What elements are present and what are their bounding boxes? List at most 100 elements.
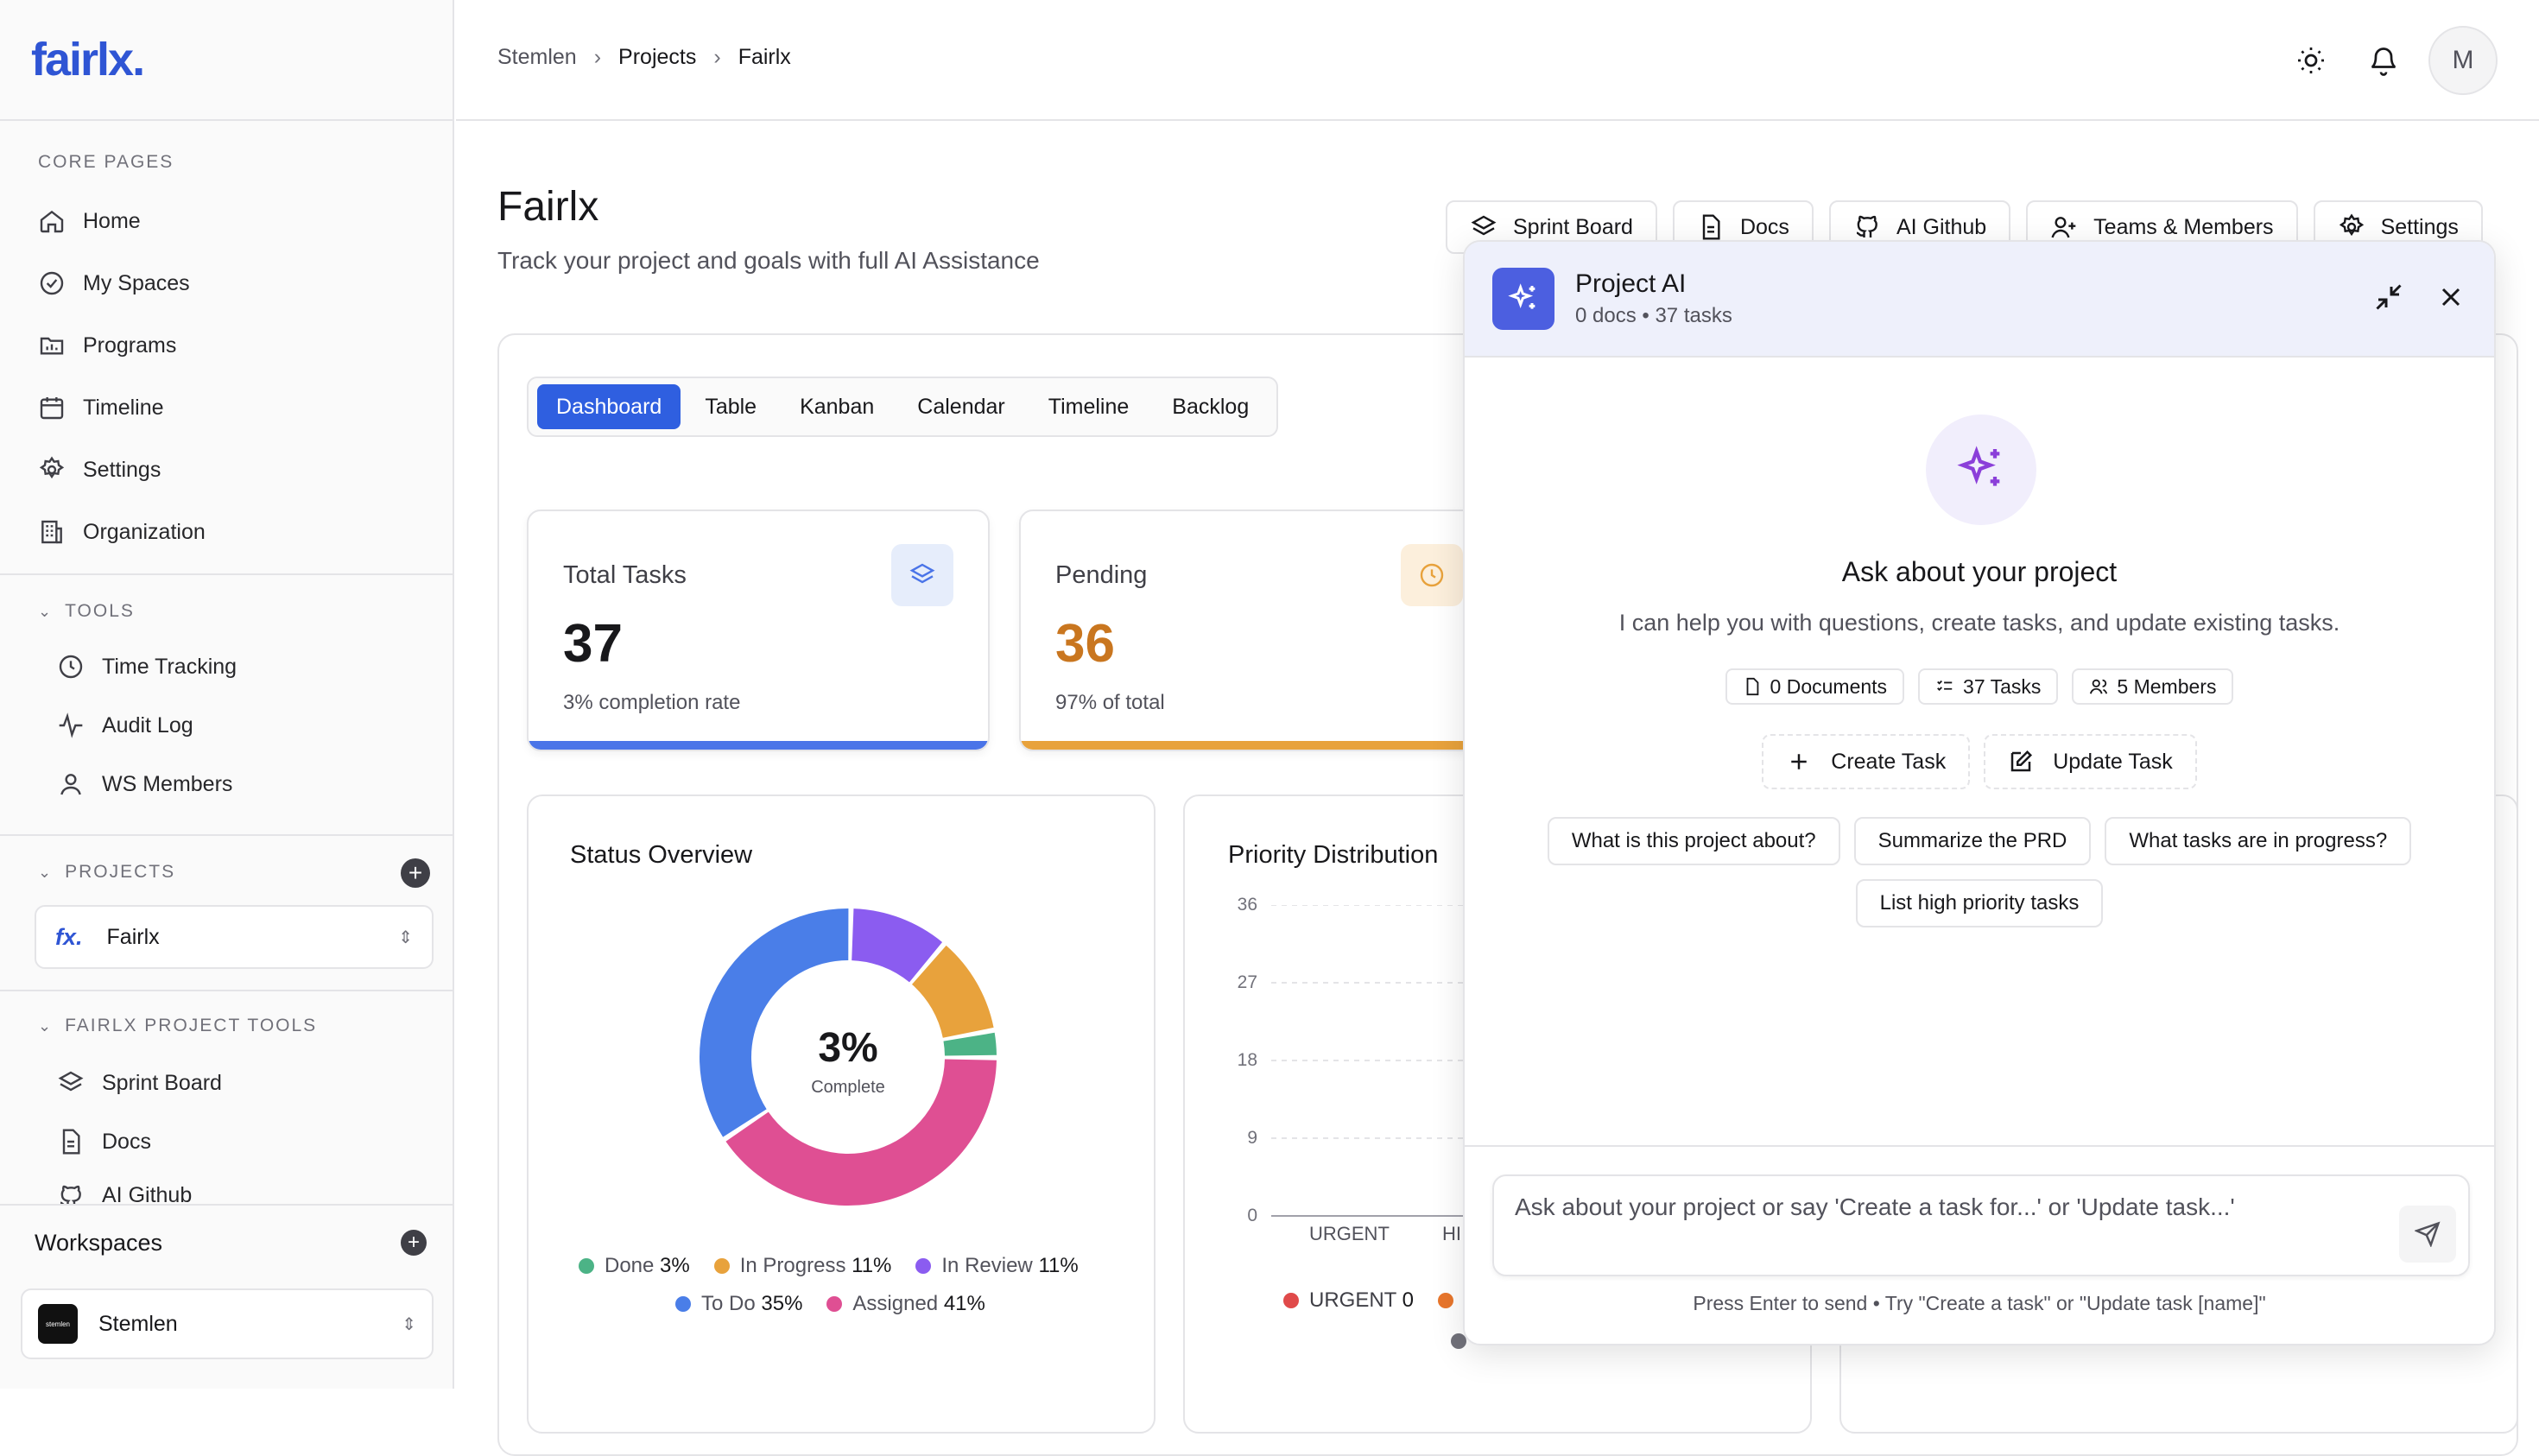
view-tabs: Dashboard Table Kanban Calendar Timeline… bbox=[527, 377, 1279, 437]
stat-icon-box bbox=[1401, 544, 1463, 606]
stat-label: Pending bbox=[1055, 561, 1148, 589]
legend-value: 41% bbox=[943, 1292, 985, 1315]
create-task-button[interactable]: Create Task bbox=[1762, 734, 1971, 789]
chevron-down-icon: ⌄ bbox=[38, 863, 54, 881]
donut-slice-to-do[interactable] bbox=[700, 908, 849, 1137]
legend-item-in-review: In Review 11% bbox=[915, 1254, 1079, 1278]
list-checks-icon bbox=[1937, 680, 1953, 691]
legend-swatch bbox=[1451, 1333, 1466, 1349]
add-project-button[interactable]: + bbox=[401, 858, 430, 888]
documents-pill: 0 Documents bbox=[1725, 668, 1905, 705]
breadcrumb-item[interactable]: Projects bbox=[618, 45, 697, 69]
plus-icon bbox=[1791, 754, 1808, 769]
legend-name: Assigned bbox=[852, 1292, 939, 1315]
tab-dashboard[interactable]: Dashboard bbox=[537, 384, 681, 429]
tools-section-toggle[interactable]: ⌄ TOOLS bbox=[38, 601, 135, 622]
donut-slice-in-review[interactable] bbox=[852, 908, 943, 983]
project-switcher[interactable]: fx. Fairlx ⇕ bbox=[35, 905, 434, 969]
sidebar-item-home[interactable]: Home bbox=[38, 204, 141, 238]
legend-value: 11% bbox=[852, 1254, 892, 1277]
pill-label: 5 Members bbox=[2117, 674, 2217, 698]
brand-logo[interactable]: fairlx. bbox=[31, 34, 145, 85]
tab-backlog[interactable]: Backlog bbox=[1172, 394, 1250, 419]
breadcrumb-current: Fairlx bbox=[738, 45, 791, 69]
pill-label: 0 Documents bbox=[1770, 674, 1888, 698]
sidebar-item-audit-log[interactable]: Audit Log bbox=[57, 708, 193, 743]
project-tools-section-toggle[interactable]: ⌄ FAIRLX PROJECT TOOLS bbox=[38, 1016, 317, 1036]
suggestion-chip[interactable]: What tasks are in progress? bbox=[2105, 817, 2412, 865]
folder-chart-icon bbox=[40, 337, 64, 355]
sidebar-item-label: Docs bbox=[102, 1129, 151, 1154]
legend-item-high bbox=[1437, 1288, 1464, 1313]
sidebar-item-sprint-board[interactable]: Sprint Board bbox=[57, 1066, 222, 1100]
stat-value: 36 bbox=[1055, 614, 1115, 674]
projects-section-toggle[interactable]: ⌄ PROJECTS bbox=[38, 862, 175, 883]
sidebar-item-time-tracking[interactable]: Time Tracking bbox=[57, 649, 237, 684]
tools-label: TOOLS bbox=[65, 601, 135, 621]
tasks-pill: 37 Tasks bbox=[1918, 668, 2059, 705]
y-tick-label: 27 bbox=[1237, 972, 1257, 992]
add-workspace-button[interactable]: + bbox=[401, 1230, 427, 1256]
suggestion-chip[interactable]: List high priority tasks bbox=[1855, 879, 2104, 927]
sidebar-item-ai-github[interactable]: AI Github bbox=[57, 1183, 192, 1204]
sun-icon[interactable] bbox=[2295, 45, 2327, 76]
workspace-avatar: stemlen bbox=[38, 1304, 78, 1344]
github-icon bbox=[1856, 215, 1877, 237]
legend-name: In Review bbox=[941, 1254, 1033, 1277]
workspace-switcher-value: Stemlen bbox=[98, 1311, 178, 1336]
topbar: Stemlen › Projects › Fairlx M bbox=[456, 0, 2539, 121]
layers-icon bbox=[1471, 215, 1497, 236]
sidebar-item-label: WS Members bbox=[102, 771, 233, 796]
donut-slice-done[interactable] bbox=[943, 1032, 997, 1056]
sidebar-item-label: Audit Log bbox=[102, 712, 193, 737]
divider bbox=[1465, 1145, 2494, 1147]
ai-suggestions-row: List high priority tasks bbox=[1465, 879, 2494, 927]
sparkles-icon bbox=[1957, 446, 2000, 486]
tab-table[interactable]: Table bbox=[705, 394, 757, 419]
legend-swatch bbox=[579, 1258, 594, 1274]
chevron-updown-icon: ⇕ bbox=[402, 1314, 416, 1334]
chevron-right-icon: › bbox=[593, 45, 602, 69]
stat-subtext: 3% completion rate bbox=[563, 691, 741, 714]
gear-icon bbox=[2339, 213, 2364, 237]
button-label: AI Github bbox=[1896, 214, 1987, 239]
ai-chat-input[interactable]: Ask about your project or say 'Create a … bbox=[1492, 1174, 2470, 1276]
sidebar-item-settings[interactable]: Settings bbox=[38, 453, 161, 487]
legend-swatch bbox=[713, 1258, 730, 1274]
tab-timeline[interactable]: Timeline bbox=[1048, 394, 1130, 419]
sidebar-item-docs[interactable]: Docs bbox=[57, 1124, 151, 1159]
sidebar-item-organization[interactable]: Organization bbox=[38, 515, 206, 549]
suggestion-chip[interactable]: What is this project about? bbox=[1547, 817, 1840, 865]
sidebar-item-programs[interactable]: Programs bbox=[38, 328, 176, 363]
sidebar-item-label: Settings bbox=[83, 457, 161, 482]
ai-chat-placeholder: Ask about your project or say 'Create a … bbox=[1515, 1193, 2235, 1220]
minimize-icon[interactable] bbox=[2373, 282, 2404, 313]
workspace-switcher[interactable]: stemlen Stemlen ⇕ bbox=[21, 1288, 434, 1359]
stat-card-pending: Pending 36 97% of total bbox=[1019, 510, 1485, 751]
divider bbox=[0, 834, 454, 836]
y-tick-label: 0 bbox=[1247, 1206, 1257, 1225]
bell-icon[interactable] bbox=[2368, 45, 2399, 76]
button-label: Docs bbox=[1739, 214, 1789, 239]
close-icon[interactable] bbox=[2435, 282, 2466, 313]
user-avatar[interactable]: M bbox=[2428, 26, 2498, 95]
sidebar-item-timeline[interactable]: Timeline bbox=[38, 390, 164, 425]
donut-slice-assigned[interactable] bbox=[725, 1059, 997, 1206]
button-label: Update Task bbox=[2053, 749, 2173, 774]
send-button[interactable] bbox=[2399, 1206, 2456, 1263]
breadcrumb-item[interactable]: Stemlen bbox=[497, 45, 577, 69]
legend-swatch bbox=[1437, 1293, 1453, 1308]
sidebar-item-my-spaces[interactable]: My Spaces bbox=[38, 266, 190, 301]
ai-input-hint: Press Enter to send • Try "Create a task… bbox=[1693, 1292, 2266, 1314]
tab-kanban[interactable]: Kanban bbox=[800, 394, 875, 419]
stat-icon-box bbox=[891, 544, 953, 606]
update-task-button[interactable]: Update Task bbox=[1984, 734, 2197, 789]
clock-icon bbox=[59, 655, 83, 679]
sidebar-item-ws-members[interactable]: WS Members bbox=[57, 767, 232, 801]
donut-slice-in-progress[interactable] bbox=[912, 945, 994, 1038]
document-icon bbox=[1702, 214, 1720, 240]
workspaces-label: Workspaces bbox=[35, 1230, 163, 1256]
tab-calendar[interactable]: Calendar bbox=[917, 394, 1005, 419]
suggestion-chip[interactable]: Summarize the PRD bbox=[1853, 817, 2092, 865]
button-label: Settings bbox=[2380, 214, 2459, 239]
